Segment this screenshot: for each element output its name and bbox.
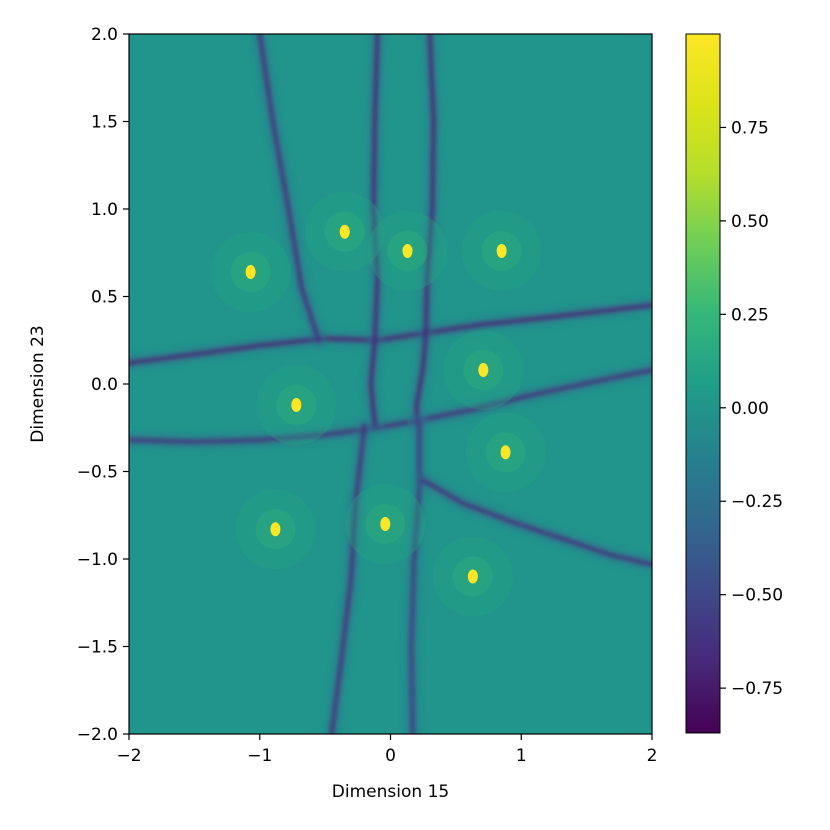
peak-10 — [467, 569, 478, 584]
x-tick-label-4: 1 — [516, 746, 527, 766]
ridge-7 — [408, 419, 423, 734]
ridges-layer — [129, 34, 652, 734]
colorbar-tick-label-1: 0.75 — [731, 118, 769, 138]
peak-2 — [339, 224, 350, 239]
ridge-2 — [129, 367, 652, 445]
x-tick-label-2: −1 — [247, 746, 272, 766]
ridge-3 — [256, 34, 322, 344]
y-tick-label-2: 1.5 — [91, 113, 118, 133]
y-tick-label-7: −1.0 — [77, 550, 118, 570]
colorbar-axis: 0.75 0.50 0.25 0.00 −0.25 −0.50 −0.75 — [720, 118, 783, 699]
colorbar — [685, 33, 721, 734]
ridge-6 — [328, 423, 368, 734]
x-tick-label-5: 2 — [647, 746, 658, 766]
y-axis-label: Dimension 23 — [28, 325, 48, 442]
peak-1 — [245, 265, 256, 279]
y-tick-label-1: 2.0 — [91, 25, 118, 45]
peak-5 — [478, 363, 489, 377]
peak-7 — [500, 445, 511, 460]
peak-9 — [380, 517, 391, 531]
peak-8 — [270, 522, 281, 537]
peak-6 — [291, 398, 302, 412]
y-tick-label-5: 0.0 — [91, 375, 118, 395]
peak-3 — [402, 244, 413, 258]
colorbar-tick-label-2: 0.50 — [731, 212, 769, 232]
y-tick-label-4: 0.5 — [91, 288, 118, 308]
peaks-layer — [210, 191, 546, 617]
colorbar-tick-label-7: −0.75 — [731, 679, 783, 699]
peak-4 — [496, 244, 507, 258]
y-tick-label-6: −0.5 — [77, 463, 118, 483]
colorbar-tick-label-6: −0.50 — [731, 586, 783, 606]
ridge-8 — [420, 477, 652, 568]
ridge-5 — [413, 34, 437, 426]
colorbar-tick-label-4: 0.00 — [731, 399, 769, 419]
y-tick-label-8: −1.5 — [77, 638, 118, 658]
x-axis: −2 −1 0 1 2 — [116, 734, 657, 766]
y-axis: 2.0 1.5 1.0 0.5 0.0 −0.5 −1.0 −1.5 −2.0 — [77, 25, 129, 745]
colorbar-tick-label-5: −0.25 — [731, 492, 783, 512]
colorbar-tick-label-3: 0.25 — [731, 305, 769, 325]
x-tick-label-1: −2 — [116, 746, 141, 766]
ridge-4 — [367, 34, 381, 428]
y-tick-label-9: −2.0 — [77, 725, 118, 745]
x-tick-label-3: 0 — [385, 746, 396, 766]
y-tick-label-3: 1.0 — [91, 200, 118, 220]
x-axis-label: Dimension 15 — [332, 782, 449, 802]
